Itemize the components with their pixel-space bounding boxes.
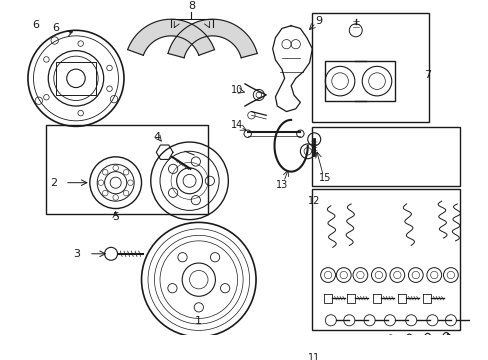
- Text: 6: 6: [32, 20, 39, 30]
- Text: 15: 15: [319, 173, 331, 183]
- Text: 5: 5: [112, 212, 119, 222]
- Text: 2: 2: [50, 178, 57, 188]
- Bar: [325, 61, 395, 102]
- Text: 1: 1: [195, 316, 202, 326]
- Text: 12: 12: [307, 196, 320, 206]
- Text: 6: 6: [52, 23, 59, 33]
- Text: 4: 4: [153, 131, 161, 141]
- Text: 14: 14: [231, 121, 243, 130]
- Text: 3: 3: [73, 249, 80, 259]
- Polygon shape: [127, 19, 214, 55]
- Bar: [312, 189, 459, 329]
- Text: 9: 9: [315, 16, 322, 26]
- Text: 13: 13: [275, 180, 287, 190]
- Bar: [312, 13, 428, 122]
- Text: 10: 10: [231, 85, 243, 95]
- Text: 7: 7: [424, 69, 430, 80]
- Bar: [56, 62, 96, 95]
- Bar: [312, 127, 459, 186]
- Text: 8: 8: [187, 1, 195, 11]
- Bar: [46, 125, 207, 214]
- Polygon shape: [168, 19, 257, 58]
- Text: 11: 11: [307, 353, 320, 360]
